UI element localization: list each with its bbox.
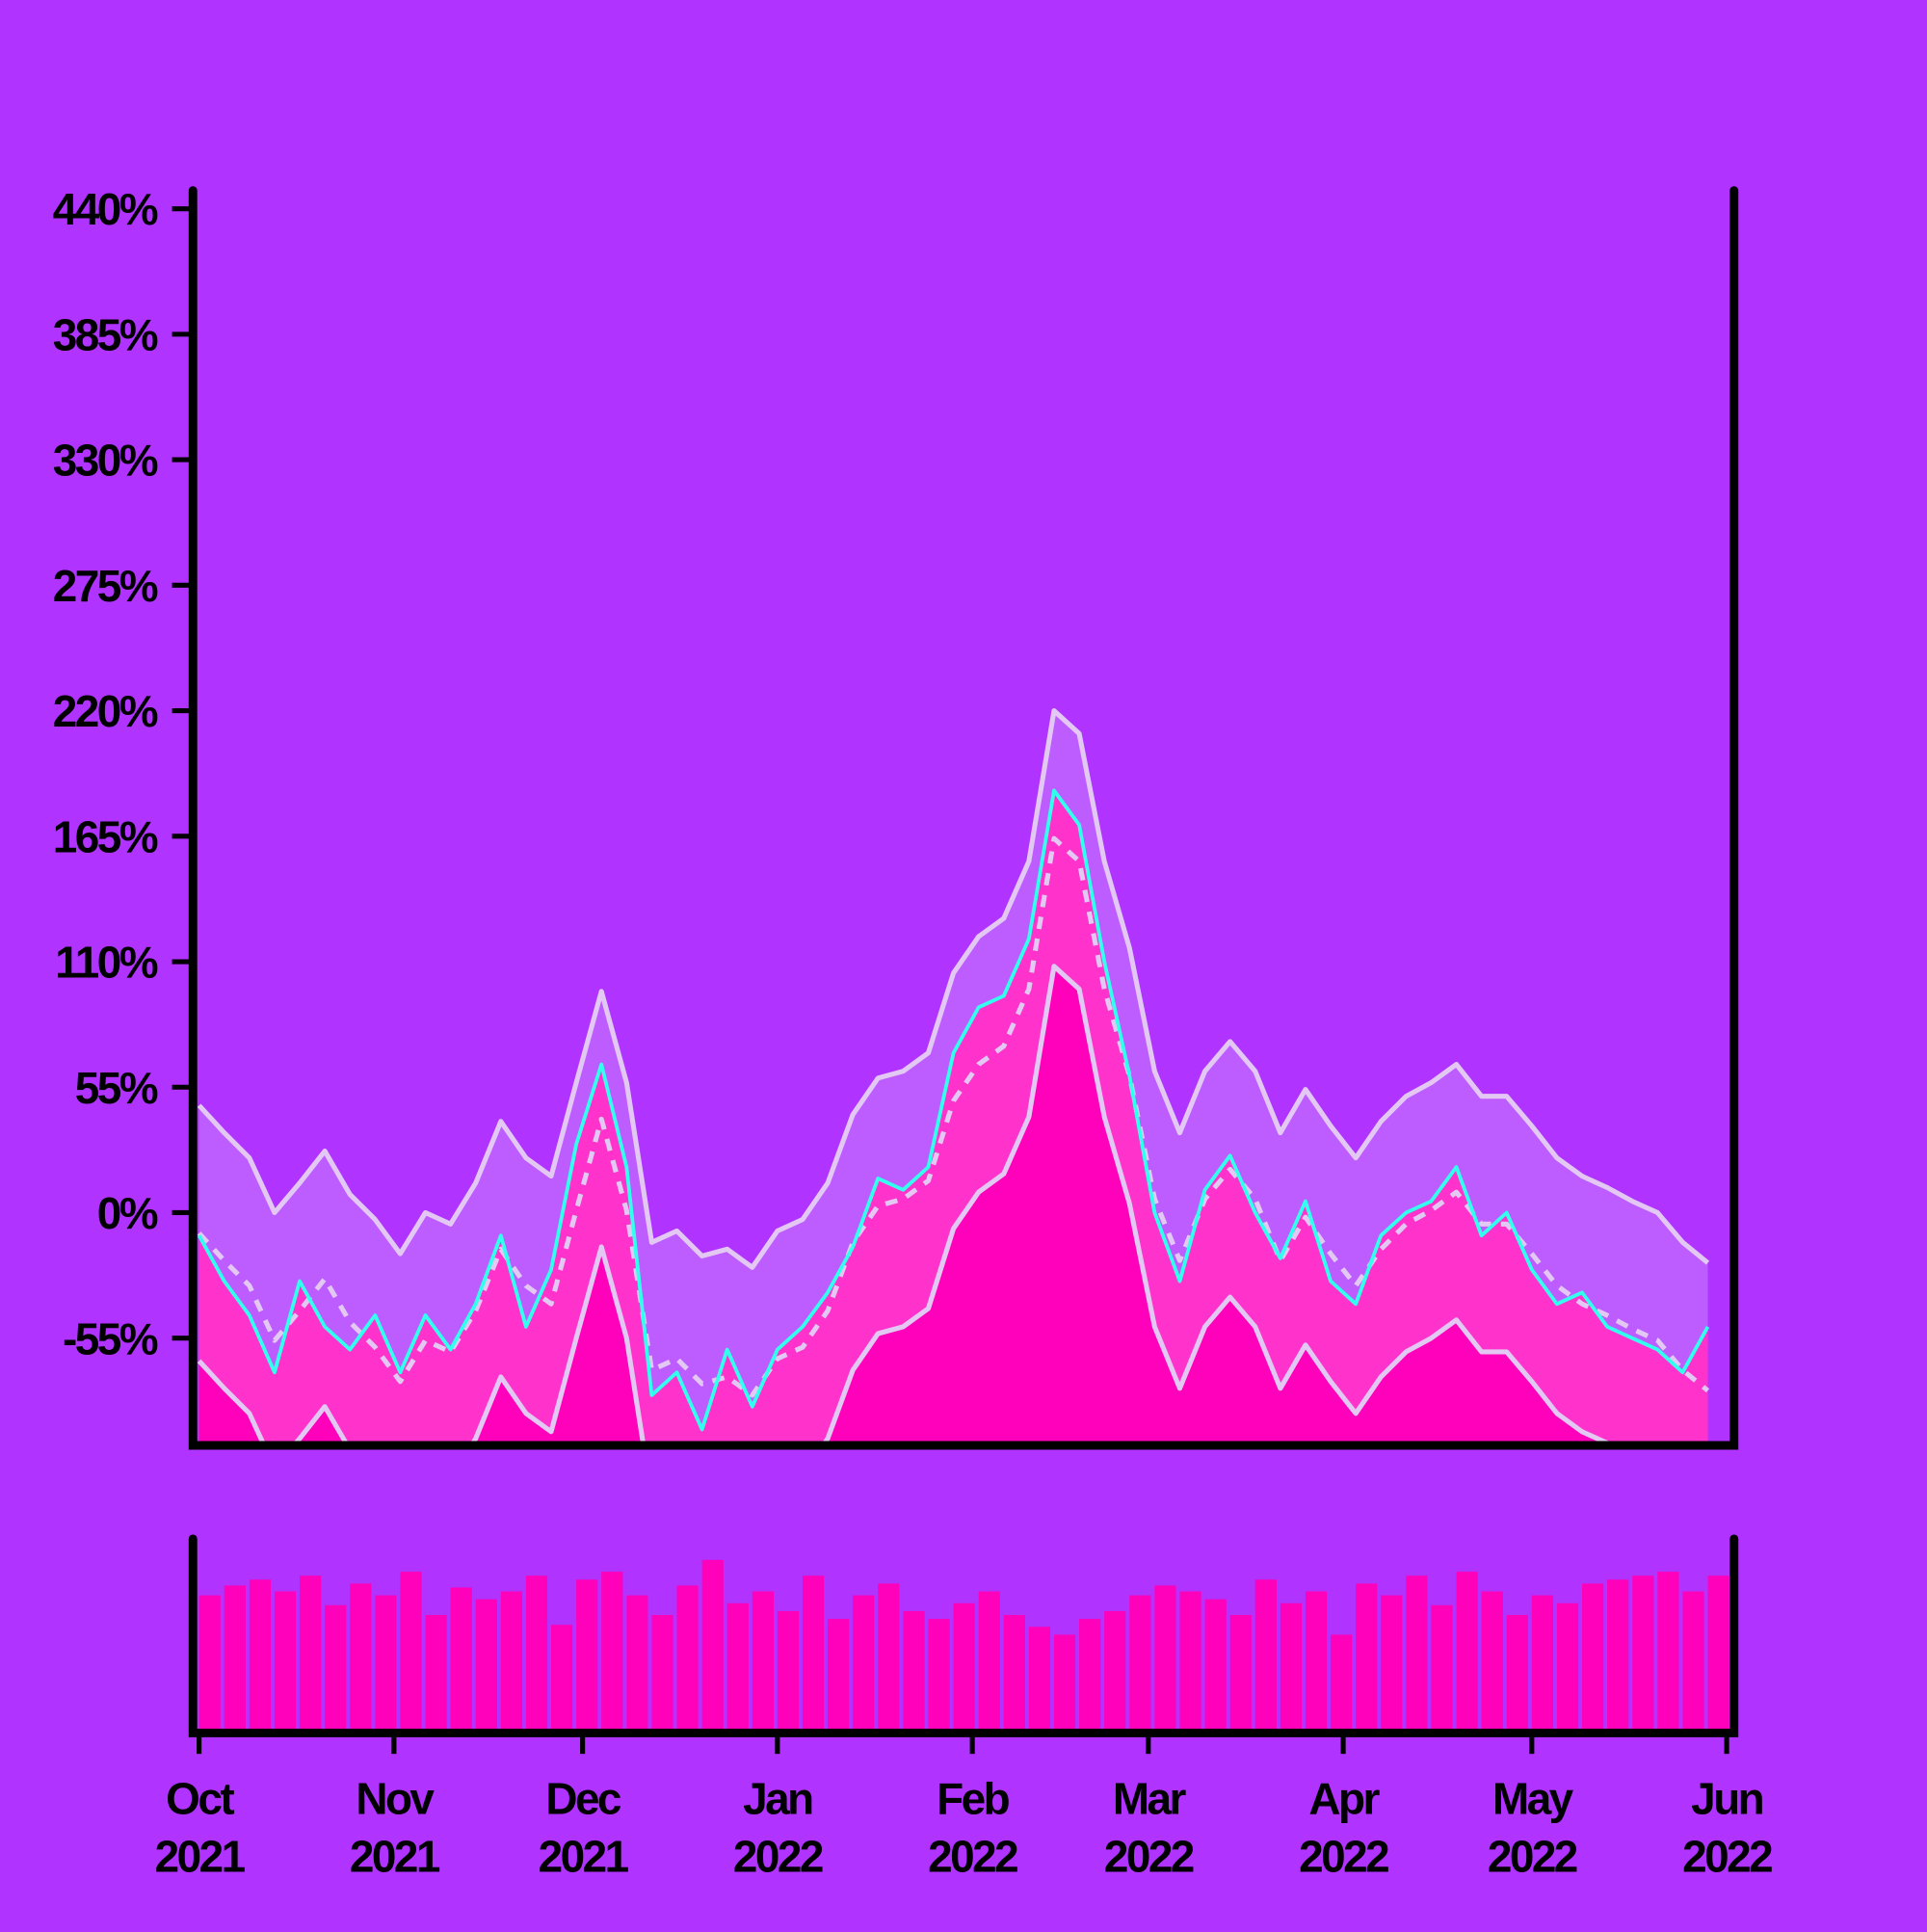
x-tick-label: May 2022 <box>1488 1774 1577 1882</box>
volume-bar <box>375 1595 397 1734</box>
volume-bar <box>1305 1591 1328 1734</box>
y-tick-label: 110% <box>55 938 157 988</box>
volume-bar <box>1104 1610 1126 1734</box>
volume-bar <box>777 1610 800 1734</box>
volume-bar <box>978 1591 1000 1734</box>
volume-bar <box>1456 1572 1478 1734</box>
y-tick-label: -55% <box>63 1313 158 1363</box>
volume-bar <box>1682 1591 1704 1734</box>
volume-bar <box>1531 1595 1554 1734</box>
main-plot <box>197 708 1710 1445</box>
y-tick-label: 0% <box>97 1188 158 1238</box>
volume-frame <box>188 1534 1739 1737</box>
y-tick-label: 55% <box>75 1063 158 1113</box>
main-frame <box>188 186 1739 1450</box>
area <box>198 966 1708 1445</box>
volume-bar <box>1707 1575 1729 1734</box>
line <box>197 964 1617 1445</box>
volume-bar <box>249 1579 272 1734</box>
volume-bar <box>224 1585 246 1734</box>
volume-bar <box>475 1599 497 1734</box>
volume-bar <box>601 1572 623 1734</box>
y-tick-label: 275% <box>53 561 158 611</box>
volume-bar <box>1229 1615 1252 1734</box>
axes: -55% 0% 55% 110% 165% 220% 275% 330% 385% 440% Oct… <box>53 184 1775 1882</box>
volume-bar <box>626 1595 648 1734</box>
volume-bar <box>198 1595 221 1734</box>
volume-bar <box>802 1575 825 1734</box>
volume-bar <box>1657 1572 1679 1734</box>
volume-bar <box>274 1591 297 1734</box>
volume-bar <box>400 1572 422 1734</box>
x-tick-label: Nov 2021 <box>350 1774 440 1882</box>
volume-bar <box>726 1602 749 1734</box>
volume-bar <box>1154 1585 1176 1734</box>
volume-bar <box>1356 1583 1378 1734</box>
y-tick-label: 440% <box>53 184 158 234</box>
volume-bar <box>1179 1591 1201 1734</box>
x-tick-label: Dec 2021 <box>539 1774 629 1882</box>
x-tick-label: Oct 2021 <box>155 1774 246 1882</box>
x-tick-label: Apr 2022 <box>1299 1774 1388 1882</box>
volume-bar <box>828 1619 850 1734</box>
x-tick-label: Jun 2022 <box>1682 1774 1772 1882</box>
volume-bar <box>325 1604 347 1734</box>
volume-bar <box>551 1625 573 1734</box>
y-tick-label: 220% <box>53 686 158 736</box>
volume-bar <box>701 1559 724 1734</box>
volume-bar <box>1481 1591 1503 1734</box>
volume-bar <box>425 1615 447 1734</box>
volume-bar <box>1204 1599 1227 1734</box>
volume-bar <box>651 1615 673 1734</box>
volume-bar <box>878 1583 900 1734</box>
volume-bar <box>752 1591 774 1734</box>
volume-bar <box>500 1591 522 1734</box>
x-tick-label: Jan 2022 <box>733 1774 823 1882</box>
volume-bar <box>928 1619 950 1734</box>
volume-bar <box>1254 1579 1277 1734</box>
y-tick-label: 165% <box>53 811 158 861</box>
volume-bar <box>1028 1627 1051 1734</box>
volume-plot <box>198 1559 1729 1734</box>
y-tick-label: 330% <box>53 436 158 486</box>
volume-bar <box>1632 1575 1654 1734</box>
volume-bar <box>1381 1595 1403 1734</box>
volume-bar <box>676 1585 699 1734</box>
volume-bar <box>903 1610 925 1734</box>
volume-bar <box>350 1583 372 1734</box>
volume-bar <box>300 1575 322 1734</box>
x-tick-label: Feb 2022 <box>928 1774 1017 1882</box>
volume-bar <box>1003 1615 1025 1734</box>
volume-bar <box>1431 1604 1453 1734</box>
volume-bar <box>1556 1602 1579 1734</box>
volume-bar <box>1280 1602 1303 1734</box>
dashed-line <box>197 835 1710 1398</box>
line <box>197 708 1710 1270</box>
volume-bar <box>1053 1634 1076 1734</box>
volume-bar <box>450 1587 472 1734</box>
y-tick-label: 385% <box>53 309 158 359</box>
volume-bar <box>576 1579 598 1734</box>
volume-bar <box>1406 1575 1428 1734</box>
volume-bar <box>1331 1634 1353 1734</box>
volume-bar <box>953 1602 975 1734</box>
volume-bar <box>1129 1595 1151 1734</box>
line <box>197 788 1710 1432</box>
volume-bar <box>525 1575 548 1734</box>
volume-bar <box>853 1595 875 1734</box>
volume-bar <box>1079 1619 1101 1734</box>
volume-bar <box>1582 1583 1604 1734</box>
volume-bar <box>1607 1579 1629 1734</box>
x-tick-label: Mar 2022 <box>1104 1774 1194 1882</box>
volume-bar <box>1506 1615 1528 1734</box>
